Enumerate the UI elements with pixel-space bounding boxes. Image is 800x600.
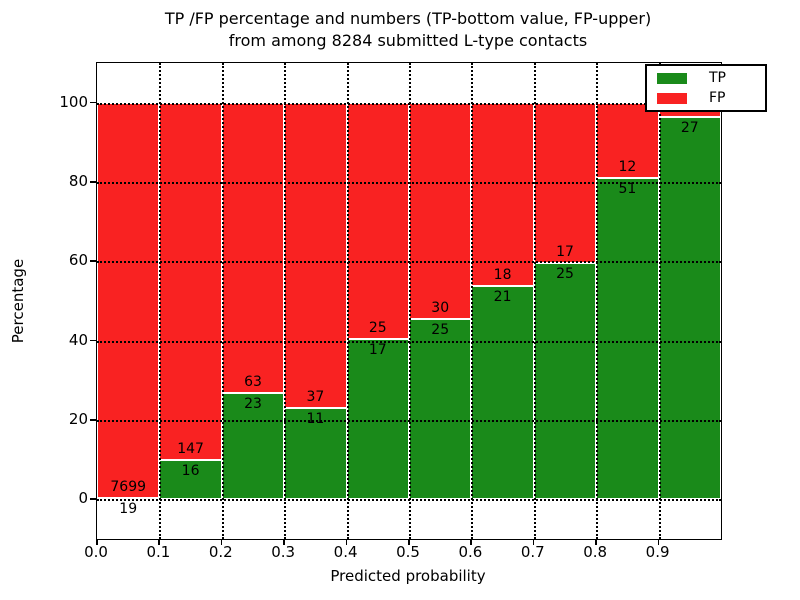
x-tick-mark-0.7: [532, 539, 535, 545]
legend-label-tp: TP: [709, 69, 726, 86]
x-tick-mark-0.9: [657, 539, 660, 545]
x-tick-mark-0.1: [158, 539, 160, 545]
v-gridline-0.4: [346, 63, 349, 539]
bar-segment-fp-4: [346, 102, 409, 339]
v-gridline-0.2: [221, 63, 224, 539]
x-tick-label-0.8: 0.8: [583, 543, 608, 561]
chart-title-line2: from among 8284 submitted L-type contact…: [228, 31, 588, 50]
fp-count-label-5: 30: [431, 300, 450, 317]
tp-count-label-5: 25: [431, 322, 450, 339]
tp-color-swatch: [657, 72, 687, 84]
x-tick-label-0.7: 0.7: [520, 543, 545, 561]
y-tick-mark-100: [90, 101, 96, 104]
tp-count-label-9: 27: [680, 119, 699, 136]
x-axis-label: Predicted probability: [330, 567, 486, 585]
fp-count-label-8: 12: [618, 159, 637, 176]
fp-count-label-1: 147: [177, 441, 204, 458]
bar-segment-fp-1: [159, 102, 222, 461]
x-tick-label-0.4: 0.4: [333, 543, 358, 561]
x-tick-mark-0.2: [220, 539, 223, 545]
v-gridline-0.5: [409, 63, 411, 539]
plot-area: 7699191471663233711251730251821172512511…: [96, 62, 722, 540]
tp-count-label-2: 23: [244, 396, 262, 413]
x-tick-label-0.0: 0.0: [84, 543, 108, 561]
fp-count-label-7: 17: [556, 244, 574, 261]
x-tick-mark-0.4: [345, 539, 348, 545]
chart-title: TP /FP percentage and numbers (TP-bottom…: [96, 8, 720, 52]
x-tick-mark-0.0: [96, 539, 98, 545]
fp-count-label-6: 18: [493, 266, 512, 283]
fp-color-swatch: [657, 92, 687, 104]
legend-box: TP FP: [645, 64, 767, 112]
y-tick-mark-0: [90, 498, 96, 500]
x-tick-mark-0.8: [595, 539, 597, 545]
bar-segment-tp-5: [409, 319, 472, 500]
chart-title-line1: TP /FP percentage and numbers (TP-bottom…: [164, 9, 652, 28]
y-tick-label-20: 20: [68, 410, 88, 428]
legend-entry-tp: TP: [657, 69, 755, 86]
fp-count-label-3: 37: [306, 389, 325, 406]
legend-entry-fp: FP: [657, 89, 755, 106]
bar-segment-fp-3: [284, 102, 347, 409]
x-tick-label-0.1: 0.1: [146, 543, 171, 561]
bar-segment-tp-3: [284, 408, 347, 500]
tp-count-label-1: 16: [181, 463, 200, 480]
y-tick-label-0: 0: [78, 489, 88, 508]
v-gridline-0.1: [159, 63, 162, 539]
y-tick-label-100: 100: [59, 92, 88, 111]
bar-segment-tp-4: [346, 338, 409, 500]
tp-count-label-8: 51: [618, 181, 637, 198]
fp-count-label-0: 7699: [110, 479, 147, 496]
tp-count-label-7: 25: [556, 266, 574, 283]
y-tick-label-60: 60: [68, 251, 88, 270]
v-gridline-0.8: [596, 63, 599, 539]
y-tick-mark-20: [90, 419, 96, 421]
y-tick-label-80: 80: [68, 172, 88, 190]
v-gridline-0.9: [658, 63, 661, 539]
y-tick-mark-60: [90, 260, 96, 262]
bar-segment-tp-9: [658, 116, 721, 500]
x-tick-label-0.2: 0.2: [208, 543, 233, 561]
x-tick-mark-0.6: [470, 539, 472, 545]
tp-count-label-6: 21: [493, 288, 512, 305]
x-tick-label-0.5: 0.5: [396, 543, 420, 561]
x-tick-label-0.6: 0.6: [458, 543, 483, 561]
tp-count-label-4: 17: [368, 341, 387, 358]
x-tick-label-0.9: 0.9: [645, 543, 670, 561]
v-gridline-0.7: [533, 63, 536, 539]
bar-segment-tp-6: [471, 285, 534, 500]
legend-label-fp: FP: [709, 89, 726, 106]
bar-segment-fp-2: [221, 102, 285, 394]
bar-segment-fp-6: [471, 102, 534, 286]
tp-count-label-3: 11: [306, 411, 325, 428]
x-tick-label-0.3: 0.3: [271, 543, 296, 561]
y-axis-label: Percentage: [9, 258, 27, 344]
x-tick-mark-0.3: [283, 539, 285, 545]
y-tick-mark-40: [90, 339, 96, 342]
v-gridline-0.6: [471, 63, 474, 539]
bar-segment-fp-5: [409, 102, 472, 320]
y-tick-label-40: 40: [68, 330, 88, 349]
bar-segment-tp-7: [533, 263, 597, 500]
tp-count-label-0: 19: [119, 501, 138, 518]
v-gridline-0.3: [284, 63, 287, 539]
bar-segment-tp-1: [159, 460, 222, 500]
bar-segment-fp-0: [97, 102, 160, 499]
x-tick-mark-0.5: [408, 539, 410, 545]
fp-count-label-2: 63: [244, 374, 262, 391]
bar-segment-tp-8: [596, 178, 659, 500]
fp-count-label-4: 25: [368, 319, 387, 336]
bar-segment-fp-8: [596, 102, 659, 179]
y-tick-mark-80: [90, 181, 96, 183]
